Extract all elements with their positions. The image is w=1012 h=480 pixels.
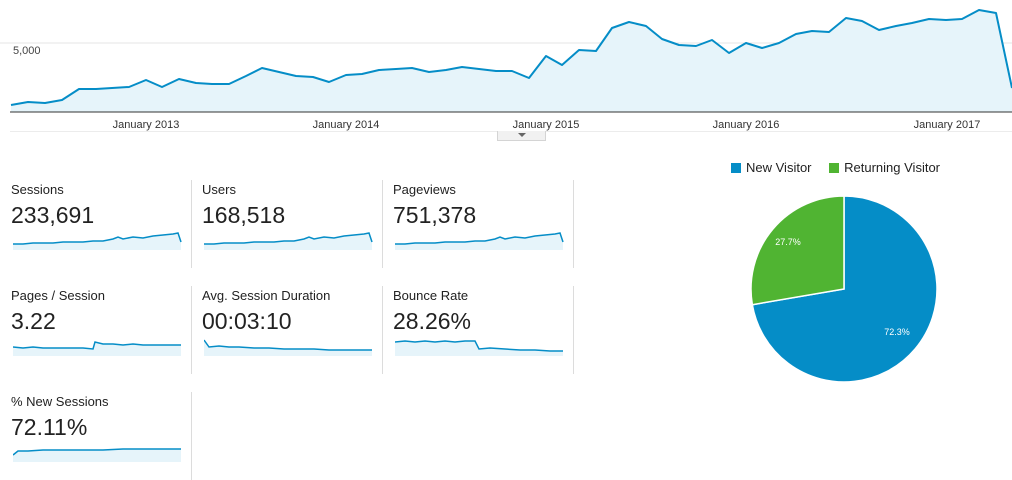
metric-label: Sessions xyxy=(11,182,64,197)
chart-collapse-toggle[interactable] xyxy=(497,131,546,141)
metric-bounce-rate[interactable]: Bounce Rate 28.26% xyxy=(393,286,574,374)
divider xyxy=(382,180,383,268)
divider xyxy=(573,286,574,374)
pie-slice-label: 27.7% xyxy=(775,237,801,247)
metric-label: Pageviews xyxy=(393,182,456,197)
divider xyxy=(382,286,383,374)
metric-label: Bounce Rate xyxy=(393,288,469,303)
metric-value: 00:03:10 xyxy=(202,308,292,334)
metric-value: 3.22 xyxy=(11,308,56,334)
sparkline-line xyxy=(204,339,372,351)
metric-avg-session-duration[interactable]: Avg. Session Duration 00:03:10 xyxy=(202,286,383,374)
sessions-area-fill xyxy=(11,10,1012,112)
metric-label: Avg. Session Duration xyxy=(202,288,331,303)
metric-users[interactable]: Users 168,518 xyxy=(202,180,383,268)
caret-down-icon xyxy=(518,133,526,137)
sparkline-line xyxy=(13,341,181,350)
x-axis-tick-label: January 2017 xyxy=(914,119,981,131)
metric-sparkline xyxy=(13,341,181,356)
legend-swatch xyxy=(731,163,741,173)
x-axis-tick-label: January 2014 xyxy=(313,119,380,131)
pie-slice-label: 72.3% xyxy=(884,327,910,337)
sparkline-area xyxy=(13,342,181,356)
divider xyxy=(191,392,192,480)
divider xyxy=(191,180,192,268)
sparkline-line xyxy=(204,232,373,245)
sparkline-area xyxy=(395,341,563,356)
metric-value: 72.11% xyxy=(11,414,88,440)
sparkline-line xyxy=(395,232,564,245)
sparkline-area xyxy=(204,340,372,356)
metric-sparkline xyxy=(204,339,372,356)
sparkline-line xyxy=(13,232,182,245)
sessions-overview-chart[interactable]: 5,000 January 2013 January 2014 January … xyxy=(0,0,1012,132)
pie-slice-returning-visitor[interactable] xyxy=(750,195,845,306)
metric-label: Users xyxy=(202,182,236,197)
metric-value: 233,691 xyxy=(11,202,95,228)
pie-legend: New Visitor Returning Visitor xyxy=(731,160,954,175)
metric-value: 168,518 xyxy=(202,202,286,228)
metric-new-sessions[interactable]: % New Sessions 72.11% xyxy=(11,392,192,480)
metric-sparkline xyxy=(13,232,182,250)
metric-sessions[interactable]: Sessions 233,691 xyxy=(11,180,192,268)
sparkline-area xyxy=(13,449,181,462)
legend-item-new-visitor[interactable]: New Visitor xyxy=(731,160,812,175)
divider xyxy=(573,180,574,268)
y-axis-tick-label: 5,000 xyxy=(13,45,41,57)
visitor-type-pie-chart[interactable]: 72.3% 27.7% xyxy=(745,190,943,388)
legend-item-returning-visitor[interactable]: Returning Visitor xyxy=(829,160,940,175)
metric-sparkline xyxy=(395,232,564,250)
metric-sparkline xyxy=(13,448,181,462)
sparkline-line xyxy=(395,340,563,352)
legend-label: Returning Visitor xyxy=(844,160,941,175)
x-axis-tick-label: January 2013 xyxy=(113,119,180,131)
metric-value: 28.26% xyxy=(393,308,472,334)
x-axis-tick-label: January 2016 xyxy=(713,119,780,131)
metric-sparkline xyxy=(395,340,563,356)
legend-swatch xyxy=(829,163,840,173)
metric-pages-per-session[interactable]: Pages / Session 3.22 xyxy=(11,286,192,374)
metric-label: Pages / Session xyxy=(11,288,105,303)
metric-sparkline xyxy=(204,232,373,250)
metric-label: % New Sessions xyxy=(11,394,109,409)
metric-pageviews[interactable]: Pageviews 751,378 xyxy=(393,180,574,268)
sessions-line[interactable] xyxy=(10,9,1012,106)
metric-value: 751,378 xyxy=(393,202,477,228)
legend-label: New Visitor xyxy=(746,160,812,175)
sparkline-line xyxy=(13,448,181,456)
x-axis-tick-label: January 2015 xyxy=(513,119,580,131)
divider xyxy=(191,286,192,374)
